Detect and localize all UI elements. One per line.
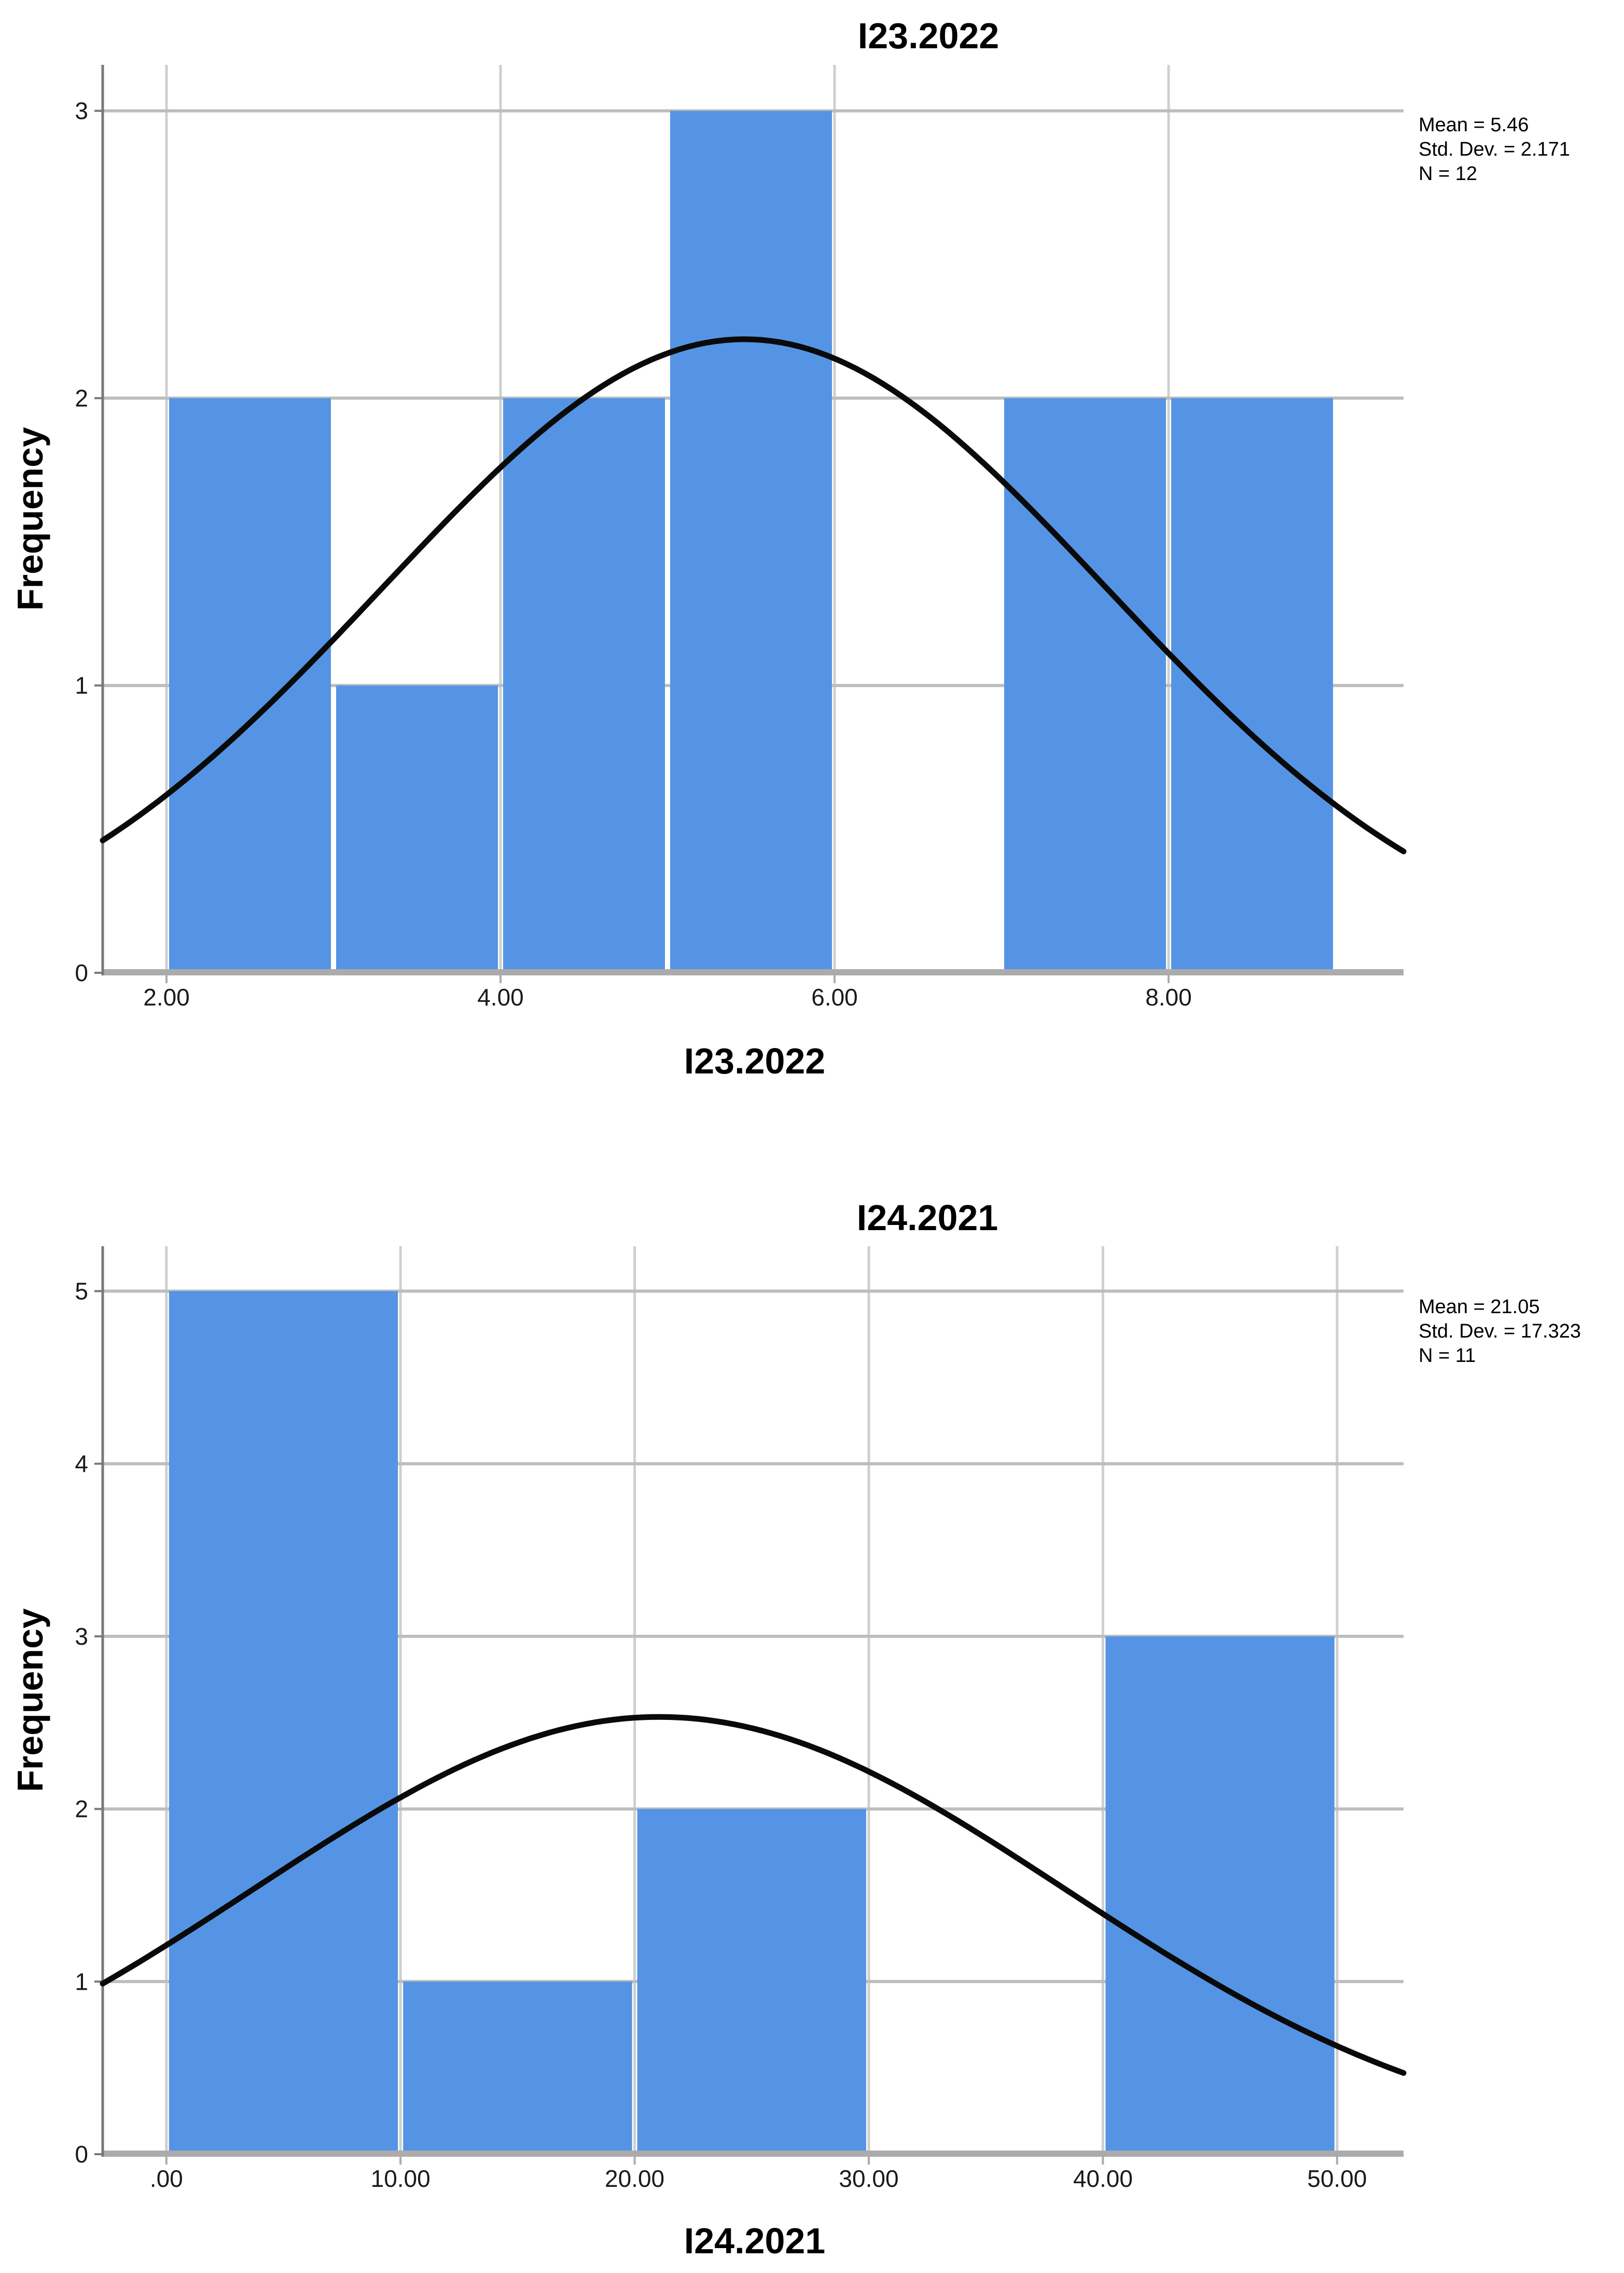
stats-stddev: Std. Dev. = 17.323: [1419, 1320, 1581, 1342]
normal-curve: [100, 1714, 1407, 2076]
stats-mean: Mean = 5.46: [1419, 114, 1529, 136]
histogram-bar: [403, 1981, 632, 2151]
y-tick-label: 1: [75, 672, 88, 699]
histogram-bar: [503, 398, 665, 970]
histogram-bar: [670, 111, 832, 970]
x-tick-label: .00: [150, 2165, 183, 2192]
histogram-canvas: 2.00 4.00 6.00 8.00 0 1 2 3: [75, 65, 1407, 1011]
y-axis-title: Frequency: [10, 1608, 50, 1792]
y-tick-label: 0: [75, 2141, 88, 2168]
y-tick-label: 4: [75, 1450, 88, 1477]
x-axis-band: [103, 969, 1404, 975]
y-tick-label: 5: [75, 1278, 88, 1305]
x-tick-label: 4.00: [477, 984, 524, 1011]
y-tick-label: 3: [75, 1623, 88, 1650]
stats-block: Mean = 21.05 Std. Dev. = 17.323 N = 11: [1419, 1295, 1581, 1368]
stats-n: N = 12: [1419, 163, 1478, 185]
y-tick-label: 1: [75, 1968, 88, 1995]
chart-title: I24.2021: [856, 1197, 998, 1238]
histogram-bar: [336, 685, 498, 969]
x-axis-title: I23.2022: [684, 1041, 826, 1081]
stats-stddev: Std. Dev. = 2.171: [1419, 139, 1570, 160]
histogram-canvas: .00 10.00 20.00 30.00 40.00 50.00 0 1 2 3 4 5: [75, 1246, 1407, 2192]
y-tick-label: 0: [75, 959, 88, 986]
x-tick-label: 50.00: [1307, 2165, 1367, 2192]
y-axis-title: Frequency: [10, 427, 50, 611]
x-axis-band: [103, 2151, 1404, 2157]
x-tick-label: 30.00: [839, 2165, 898, 2192]
histogram-bar: [169, 398, 331, 970]
stats-mean: Mean = 21.05: [1419, 1296, 1540, 1318]
x-tick-label: 6.00: [811, 984, 858, 1011]
x-tick-label: 10.00: [371, 2165, 431, 2192]
y-tick-label: 2: [75, 1796, 88, 1823]
x-tick-label: 2.00: [143, 984, 190, 1011]
histogram-bar: [637, 1809, 866, 2151]
x-tick-label: 8.00: [1145, 984, 1192, 1011]
histogram-bar: [1004, 398, 1166, 970]
histogram-bar: [169, 1291, 398, 2151]
normal-curve: [100, 336, 1407, 855]
y-tick-label: 2: [75, 384, 88, 411]
y-tick-label: 3: [75, 98, 88, 125]
stats-n: N = 11: [1419, 1345, 1476, 1367]
chart-title: I23.2022: [857, 16, 1000, 56]
histogram-bar: [1105, 1636, 1335, 2151]
stats-block: Mean = 5.46 Std. Dev. = 2.171 N = 12: [1419, 113, 1570, 186]
x-axis-title: I24.2021: [684, 2221, 826, 2261]
x-tick-label: 40.00: [1073, 2165, 1133, 2192]
x-tick-label: 20.00: [605, 2165, 664, 2192]
